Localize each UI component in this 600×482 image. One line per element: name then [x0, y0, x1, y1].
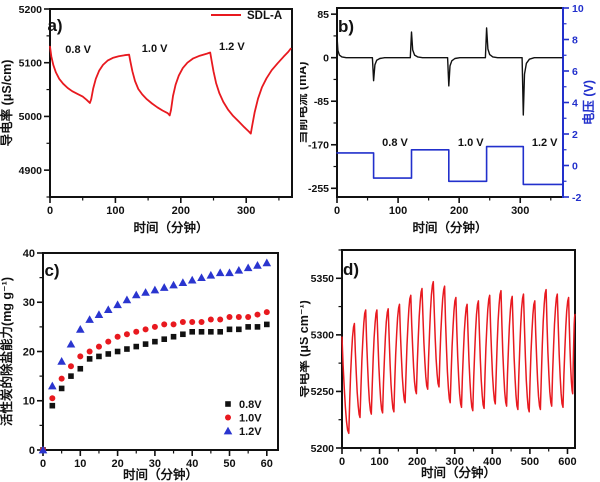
svg-text:200: 200 [408, 456, 426, 468]
svg-text:200: 200 [450, 205, 468, 217]
svg-text:d): d) [343, 260, 359, 279]
svg-text:40: 40 [23, 248, 35, 260]
svg-text:-85: -85 [314, 96, 329, 108]
svg-text:300: 300 [237, 205, 255, 217]
svg-text:5200: 5200 [311, 443, 335, 455]
chart-c-salt-removal-capacity: 0 10 20 30 40 50 60 时间（分钟） 0 10 20 30 40 活性炭的除盐能力(mg … [0, 248, 279, 482]
svg-text:0: 0 [572, 160, 578, 172]
svg-text:400: 400 [483, 456, 501, 468]
svg-text:b): b) [338, 17, 354, 36]
svg-text:0.8 V: 0.8 V [382, 137, 408, 149]
svg-text:电压 (V): 电压 (V) [581, 80, 596, 125]
svg-text:5200: 5200 [19, 4, 43, 16]
svg-text:6: 6 [572, 66, 578, 78]
svg-text:导电率 (μS cm⁻¹): 导电率 (μS cm⁻¹) [300, 300, 311, 398]
svg-text:20: 20 [111, 458, 123, 470]
svg-text:4900: 4900 [19, 165, 43, 177]
svg-text:0: 0 [40, 458, 46, 470]
panel-a: 0 100 200 300 时间（分钟） 4900 5000 5100 5200 导电率 (μS/… [0, 0, 300, 241]
svg-text:a): a) [47, 16, 62, 35]
svg-text:8: 8 [572, 34, 578, 46]
svg-text:时间（分钟）: 时间（分钟） [421, 465, 496, 480]
svg-text:5350: 5350 [311, 273, 335, 285]
svg-text:20: 20 [23, 346, 35, 358]
svg-text:c): c) [44, 261, 59, 280]
svg-text:0: 0 [323, 52, 329, 64]
svg-text:300: 300 [511, 205, 529, 217]
svg-text:10: 10 [74, 458, 86, 470]
svg-text:导电率 (μS/cm): 导电率 (μS/cm) [0, 60, 14, 147]
svg-text:活性炭的除盐能力(mg g⁻¹): 活性炭的除盐能力(mg g⁻¹) [0, 277, 14, 426]
svg-text:1.2 V: 1.2 V [219, 41, 245, 53]
svg-text:1.2 V: 1.2 V [532, 137, 558, 149]
svg-text:60: 60 [261, 458, 273, 470]
svg-text:30: 30 [149, 458, 161, 470]
svg-text:0.8 V: 0.8 V [65, 44, 91, 56]
svg-text:10: 10 [23, 396, 35, 408]
svg-text:2: 2 [572, 129, 578, 141]
svg-text:300: 300 [446, 456, 464, 468]
svg-text:5300: 5300 [311, 330, 335, 342]
svg-text:-2: -2 [572, 192, 581, 204]
svg-text:0: 0 [47, 205, 53, 217]
svg-text:-255: -255 [308, 183, 329, 195]
svg-text:600: 600 [558, 456, 576, 468]
svg-text:1.0V: 1.0V [239, 413, 262, 425]
svg-text:100: 100 [106, 205, 124, 217]
svg-text:10: 10 [572, 3, 584, 15]
svg-text:时间（分钟）: 时间（分钟） [412, 220, 487, 235]
svg-text:5100: 5100 [19, 58, 43, 70]
svg-text:1.0 V: 1.0 V [458, 137, 484, 149]
svg-text:SDL-A: SDL-A [247, 10, 282, 22]
svg-text:1.0 V: 1.0 V [142, 43, 168, 55]
svg-text:0: 0 [29, 445, 35, 457]
svg-text:0: 0 [339, 456, 345, 468]
svg-text:50: 50 [223, 458, 235, 470]
chart-d-conductivity-cycling: 0 100 200 300 400 500 600 时间（分钟） 5200 5250 5300 535… [300, 249, 577, 480]
panel-b: 0 100 200 300 时间（分钟） 85 0 -85 -170 -255 当前电流 (mA) 1… [300, 0, 600, 241]
svg-text:100: 100 [370, 456, 388, 468]
svg-text:200: 200 [172, 205, 190, 217]
svg-text:40: 40 [186, 458, 198, 470]
panel-d: 0 100 200 300 400 500 600 时间（分钟） 5200 5250 5300 535… [300, 241, 600, 482]
svg-text:500: 500 [521, 456, 539, 468]
svg-text:1.2V: 1.2V [239, 426, 262, 438]
svg-text:5000: 5000 [19, 111, 43, 123]
svg-text:-170: -170 [308, 140, 329, 152]
svg-text:4: 4 [572, 97, 578, 109]
svg-text:100: 100 [389, 205, 407, 217]
svg-text:时间（分钟）: 时间（分钟） [133, 220, 208, 235]
svg-text:时间（分钟）: 时间（分钟） [123, 467, 198, 482]
svg-text:当前电流 (mA): 当前电流 (mA) [300, 62, 309, 144]
chart-a-conductivity-vs-time: 0 100 200 300 时间（分钟） 4900 5000 5100 5200 导电率 (μS/… [0, 4, 293, 235]
svg-text:5250: 5250 [311, 386, 335, 398]
svg-text:0.8V: 0.8V [239, 399, 262, 411]
panel-c: 0 10 20 30 40 50 60 时间（分钟） 0 10 20 30 40 活性炭的除盐能力(mg … [0, 241, 300, 482]
svg-text:0: 0 [334, 205, 340, 217]
svg-text:30: 30 [23, 297, 35, 309]
svg-text:85: 85 [317, 9, 329, 21]
